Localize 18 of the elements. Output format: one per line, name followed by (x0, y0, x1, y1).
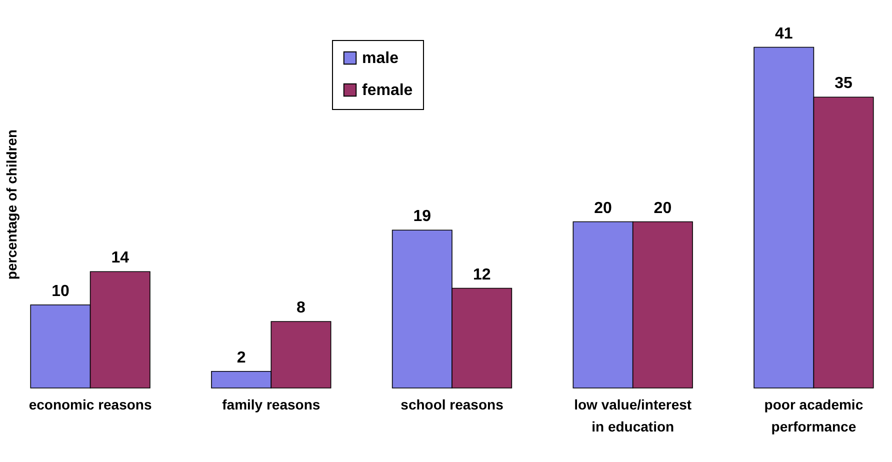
data-label: 14 (111, 250, 130, 267)
x-tick-label: poor academic performance (764, 396, 864, 434)
data-label: 2 (236, 349, 246, 366)
x-tick-label: low value/interest in education (574, 396, 692, 434)
legend-label: female (362, 82, 413, 99)
data-label: 10 (52, 282, 70, 300)
data-label: 20 (654, 200, 672, 217)
data-label: 19 (413, 208, 432, 226)
legend-label: male (362, 50, 399, 67)
data-label: 8 (296, 300, 306, 317)
x-tick-label: family reasons (222, 396, 320, 412)
data-label: 35 (834, 75, 853, 92)
x-tick-label: school reasons (400, 396, 504, 412)
data-label: 12 (472, 266, 491, 284)
data-label: 20 (594, 200, 612, 217)
data-label: 41 (774, 25, 793, 42)
y-axis-title: percentage of children (4, 129, 20, 280)
x-tick-label: economic reasons (28, 396, 152, 412)
